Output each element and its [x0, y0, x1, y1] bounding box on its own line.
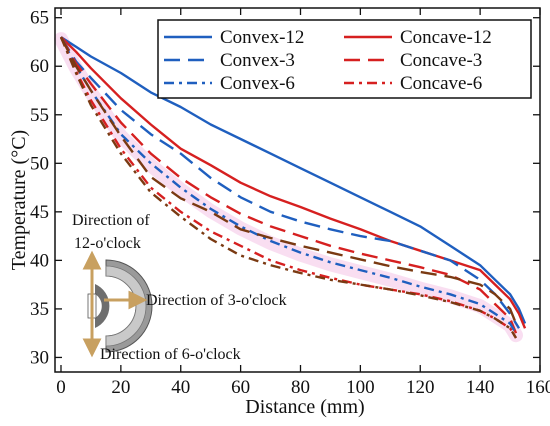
x-tick-label: 120 [406, 377, 435, 398]
annotation-12-oclock-line2: 12-o'clock [74, 235, 141, 252]
x-tick-label: 100 [346, 377, 375, 398]
y-tick-label: 45 [30, 202, 49, 223]
y-tick-label: 55 [30, 105, 49, 126]
highlight-band [54, 32, 523, 343]
x-tick-label: 160 [526, 377, 550, 398]
annotation-3-oclock: Direction of 3-o'clock [146, 292, 287, 309]
legend: Convex-12 Concave-12 Convex-3 Concave-3 Conv… [157, 19, 532, 99]
x-tick-label: 80 [291, 377, 310, 398]
annotation-12-oclock-line1: Direction of [72, 212, 150, 229]
legend-label-concave-3: Concave-3 [400, 50, 482, 71]
y-tick-label: 65 [30, 8, 49, 29]
y-axis-title: Temperature (°C) [8, 130, 30, 270]
series-line-concave-3 [59, 36, 518, 334]
x-axis-title: Distance (mm) [245, 396, 364, 418]
legend-label-concave-6: Concave-6 [400, 73, 482, 94]
x-tick-label: 40 [171, 377, 190, 398]
legend-label-concave-12: Concave-12 [400, 27, 492, 48]
y-tick-label: 60 [30, 56, 49, 77]
legend-label-convex-12: Convex-12 [220, 27, 304, 48]
series-line-unlabeled-6 [59, 36, 518, 324]
series-line-convex-12 [60, 36, 527, 324]
legend-label-convex-6: Convex-6 [220, 73, 295, 94]
x-tick-label: 0 [56, 377, 66, 398]
series-lines [59, 36, 527, 339]
y-tick-label: 30 [30, 347, 49, 368]
legend-label-convex-3: Convex-3 [220, 50, 295, 71]
highlight-band-path [54, 32, 523, 343]
orientation-inset: Direction of 12-o'clock Direction of 3-o… [72, 212, 287, 363]
annotation-6-oclock: Direction of 6-o'clock [100, 346, 241, 363]
direction-arrows [82, 250, 148, 358]
x-tick-label: 20 [111, 377, 130, 398]
pipe-cross-section-icon [87, 259, 153, 353]
y-tick-label: 50 [30, 153, 49, 174]
plot-frame [54, 7, 541, 373]
x-tick-label: 140 [466, 377, 495, 398]
x-tick-label: 60 [231, 377, 250, 398]
axes: 0 20 40 60 80 100 120 140 160 30 35 40 45 50 55 60 65 [30, 7, 550, 398]
y-tick-label: 40 [30, 250, 49, 271]
series-line-concave-12 [60, 36, 527, 329]
series-line-unlabeled-7 [59, 36, 518, 339]
y-tick-label: 35 [30, 299, 49, 320]
series-line-convex-6 [59, 36, 518, 334]
